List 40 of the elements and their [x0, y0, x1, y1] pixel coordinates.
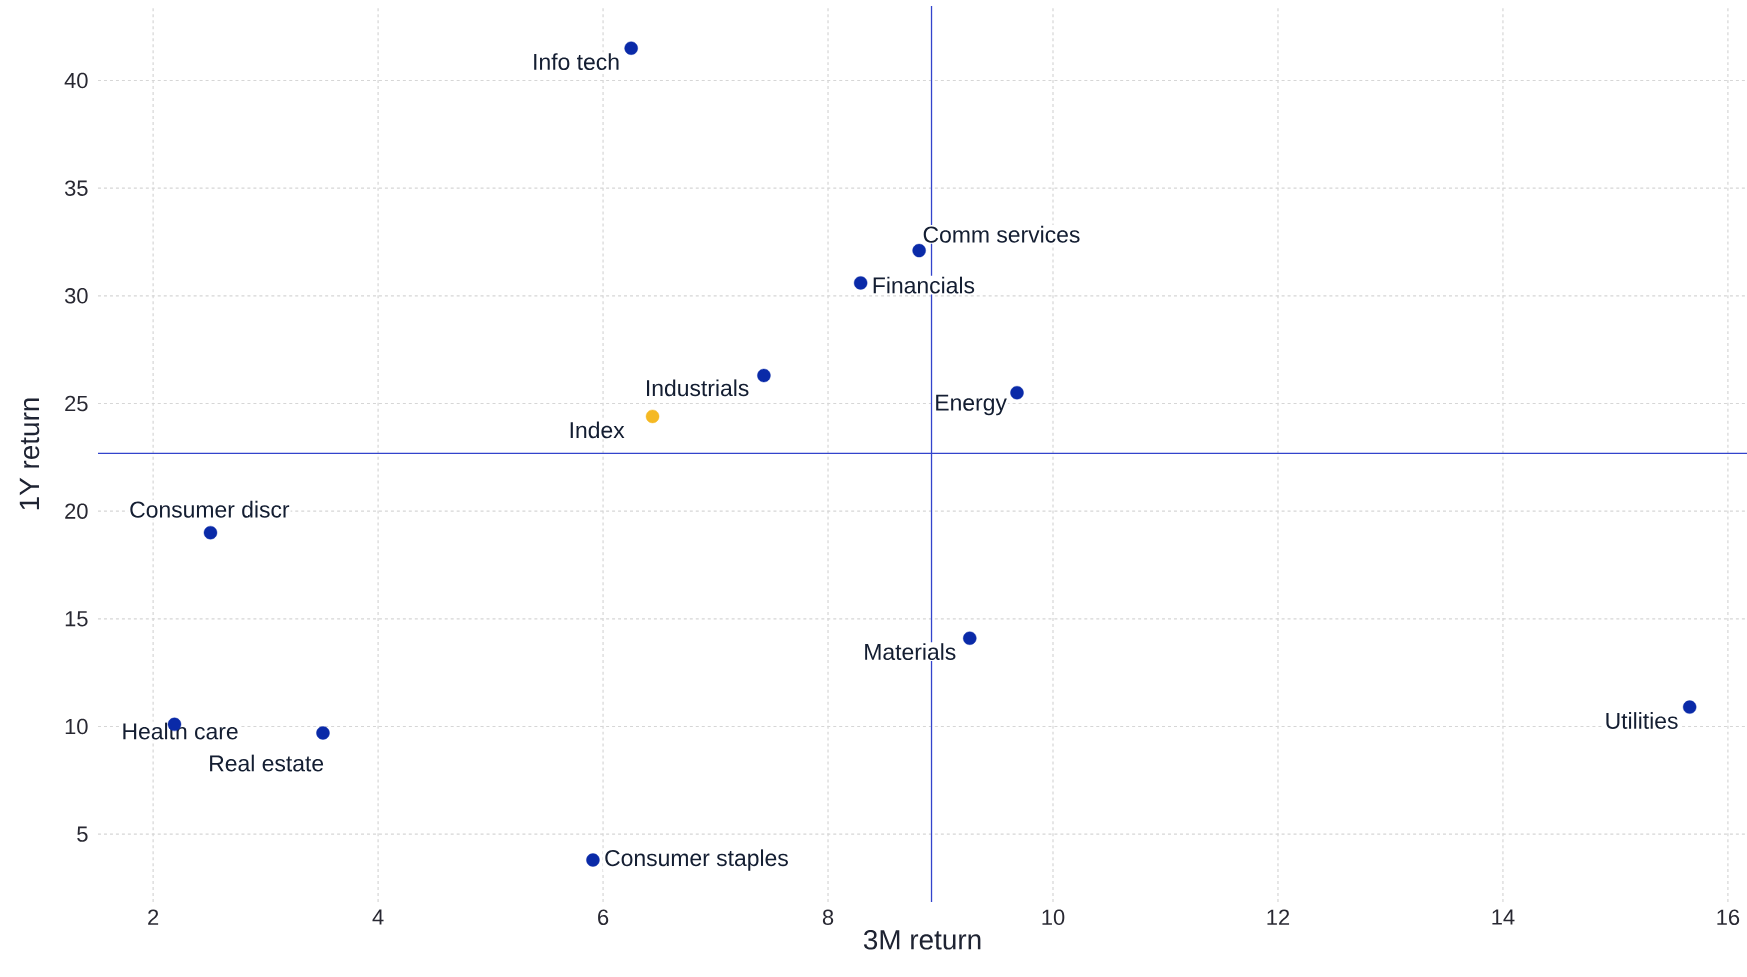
- series-label: Industrials: [646, 379, 749, 397]
- y-tick-label: 10: [65, 718, 88, 735]
- y-axis-title: 1Y return: [19, 398, 40, 510]
- point: [645, 409, 660, 424]
- series-label: Real estate: [210, 754, 324, 772]
- x-tick-label: 4: [372, 909, 384, 925]
- series-label: Comm services: [923, 225, 1080, 243]
- series-label: Financials: [873, 276, 975, 294]
- y-tick-label: 30: [64, 288, 88, 304]
- x-tick-label: 10: [1042, 909, 1065, 926]
- series-label: Consumer discr: [130, 500, 290, 518]
- series-label: Info tech: [534, 53, 619, 70]
- x-axis-title: 3M return: [863, 929, 981, 950]
- series-label: Consumer staples: [605, 849, 788, 871]
- point: [586, 853, 600, 867]
- x-tick-label: 2: [148, 909, 159, 925]
- point: [624, 41, 638, 55]
- x-tick-label: 6: [598, 909, 609, 926]
- point: [963, 631, 977, 645]
- x-tick-label: 16: [1717, 909, 1740, 926]
- point: [1010, 386, 1024, 400]
- series-label: Utilities: [1606, 712, 1678, 729]
- y-tick-label: 15: [65, 611, 88, 627]
- series-label: Index: [570, 421, 625, 439]
- y-tick-label: 5: [77, 826, 88, 842]
- point: [1682, 700, 1697, 714]
- series-label: Materials: [865, 643, 956, 661]
- point: [757, 368, 771, 383]
- point: [316, 726, 330, 740]
- x-tick-label: 12: [1267, 909, 1290, 925]
- x-tick-label: 14: [1492, 909, 1515, 925]
- point: [203, 525, 218, 540]
- point: [912, 243, 926, 258]
- point: [853, 276, 868, 290]
- y-tick-label: 25: [65, 395, 88, 412]
- y-tick-label: 20: [65, 503, 88, 519]
- x-tick-label: 8: [822, 909, 834, 926]
- y-tick-label: 35: [64, 180, 88, 196]
- series-label: Energy: [936, 394, 1007, 416]
- y-tick-label: 40: [64, 72, 88, 89]
